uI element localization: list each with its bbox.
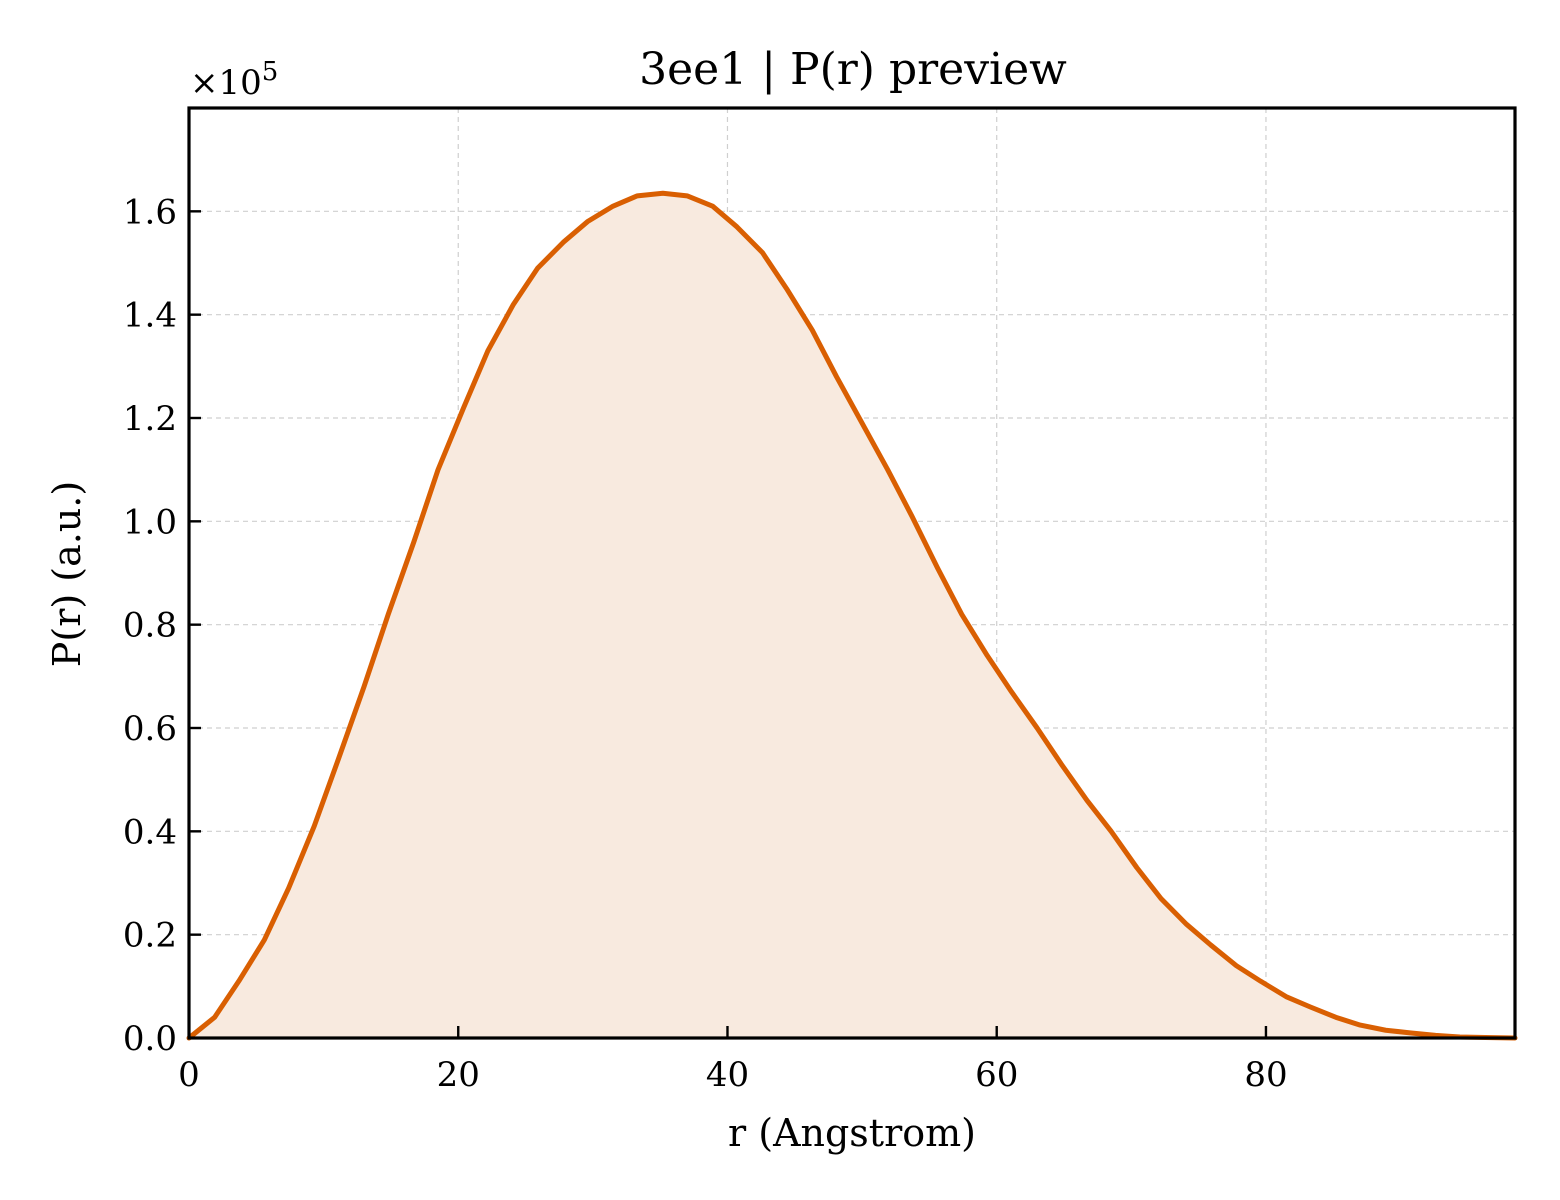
y-tick-label: 0.6 xyxy=(123,709,177,749)
y-scale-multiplier: ×10 xyxy=(190,63,262,103)
y-tick-label: 1.2 xyxy=(123,399,177,439)
y-scale-exponent: 5 xyxy=(262,57,279,87)
x-axis-label: r (Angstrom) xyxy=(728,1111,976,1155)
y-axis-label: P(r) (a.u.) xyxy=(45,481,89,667)
y-scale-label: ×105 xyxy=(190,57,278,103)
plot-frame xyxy=(187,106,1517,1040)
y-tick-label: 1.6 xyxy=(123,192,177,232)
x-tick-label: 0 xyxy=(178,1055,200,1095)
x-tick-label: 80 xyxy=(1244,1055,1287,1095)
series-line xyxy=(186,190,1518,1041)
x-tick-label: 40 xyxy=(706,1055,749,1095)
series-area-fill xyxy=(189,193,1515,1038)
chart-title: 3ee1 | P(r) preview xyxy=(639,44,1067,95)
y-tick-label: 1.4 xyxy=(123,296,177,336)
x-tick-label: 20 xyxy=(437,1055,480,1095)
y-tick-label: 0.0 xyxy=(123,1019,177,1059)
y-tick-label: 0.8 xyxy=(123,606,177,646)
x-tick-label: 60 xyxy=(975,1055,1018,1095)
y-tick-label: 0.4 xyxy=(123,812,177,852)
y-tick-label: 1.0 xyxy=(123,502,177,542)
y-tick-label: 0.2 xyxy=(123,916,177,956)
